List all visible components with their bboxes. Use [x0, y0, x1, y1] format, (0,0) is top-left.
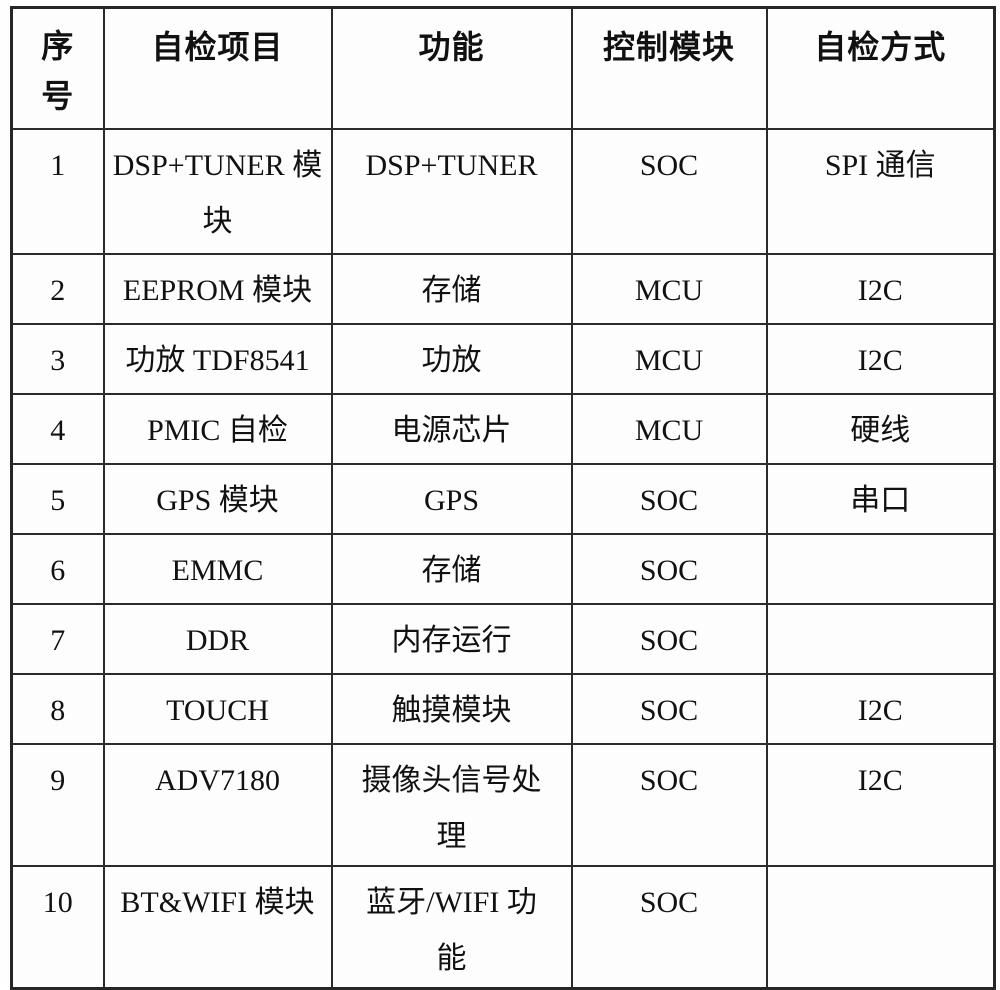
cell-function: DSP+TUNER: [330, 127, 573, 255]
cell-item: GPS 模块: [102, 462, 333, 535]
header-row: 序号 自检项目 功能 控制模块 自检方式: [10, 6, 996, 130]
cell-seq: 5: [10, 462, 105, 535]
cell-seq: 6: [10, 532, 105, 605]
table-row-10: 10 BT&WIFI 模块 蓝牙/WIFI 功能 SOC: [10, 864, 996, 989]
header-label-seq: 序号: [41, 28, 75, 114]
cell-item: DSP+TUNER 模块: [102, 127, 333, 255]
cell-item: ADV7180: [102, 742, 333, 867]
cell-control-module: SOC: [570, 672, 768, 745]
cell-function: 触摸模块: [330, 672, 573, 745]
header-cell-function: 功能: [330, 6, 573, 130]
cell-control-module: MCU: [570, 252, 768, 325]
table-row-4: 4 PMIC 自检 电源芯片 MCU 硬线: [10, 392, 996, 465]
cell-method: I2C: [765, 252, 996, 325]
cell-function-text: 摄像头信号处理: [361, 763, 542, 853]
cell-method: 硬线: [765, 392, 996, 465]
header-label-method: 自检方式: [814, 29, 947, 65]
cell-control-module: SOC: [570, 532, 768, 605]
header-label-item: 自检项目: [151, 29, 284, 65]
cell-control-module: SOC: [570, 864, 768, 989]
cell-seq: 10: [10, 864, 105, 989]
cell-function: 功放: [330, 322, 573, 395]
cell-control-module: MCU: [570, 322, 768, 395]
self-check-table: 序号 自检项目 功能 控制模块 自检方式 1 DSP+TUNER 模块 DSP+…: [10, 6, 996, 990]
header-cell-method: 自检方式: [765, 6, 996, 130]
table-row-3: 3 功放 TDF8541 功放 MCU I2C: [10, 322, 996, 395]
cell-item: EMMC: [102, 532, 333, 605]
cell-function: 蓝牙/WIFI 功能: [330, 864, 573, 989]
cell-method: [765, 602, 996, 675]
table-row-7: 7 DDR 内存运行 SOC: [10, 602, 996, 675]
cell-function: 存储: [330, 252, 573, 325]
header-label-function: 功能: [418, 29, 485, 65]
table-row-8: 8 TOUCH 触摸模块 SOC I2C: [10, 672, 996, 745]
cell-method: [765, 532, 996, 605]
cell-function-text: 蓝牙/WIFI 功能: [366, 885, 537, 975]
cell-seq: 7: [10, 602, 105, 675]
table-row-5: 5 GPS 模块 GPS SOC 串口: [10, 462, 996, 535]
cell-control-module: SOC: [570, 462, 768, 535]
cell-function: 摄像头信号处理: [330, 742, 573, 867]
table-row-9: 9 ADV7180 摄像头信号处理 SOC I2C: [10, 742, 996, 867]
header-cell-item: 自检项目: [102, 6, 333, 130]
cell-method: I2C: [765, 322, 996, 395]
cell-item: DDR: [102, 602, 333, 675]
cell-method: I2C: [765, 742, 996, 867]
cell-item: EEPROM 模块: [102, 252, 333, 325]
cell-control-module: SOC: [570, 602, 768, 675]
header-label-control-module: 控制模块: [602, 29, 735, 65]
cell-function: 电源芯片: [330, 392, 573, 465]
cell-item: BT&WIFI 模块: [102, 864, 333, 989]
cell-seq: 2: [10, 252, 105, 325]
cell-control-module: SOC: [570, 127, 768, 255]
cell-method: I2C: [765, 672, 996, 745]
cell-function: 内存运行: [330, 602, 573, 675]
cell-method: 串口: [765, 462, 996, 535]
cell-control-module: SOC: [570, 742, 768, 867]
table-row-6: 6 EMMC 存储 SOC: [10, 532, 996, 605]
cell-seq: 9: [10, 742, 105, 867]
cell-seq: 1: [10, 127, 105, 255]
cell-item: TOUCH: [102, 672, 333, 745]
cell-method: SPI 通信: [765, 127, 996, 255]
cell-seq: 3: [10, 322, 105, 395]
cell-item: 功放 TDF8541: [102, 322, 333, 395]
header-cell-seq: 序号: [10, 6, 105, 130]
cell-function: 存储: [330, 532, 573, 605]
table-row-2: 2 EEPROM 模块 存储 MCU I2C: [10, 252, 996, 325]
header-cell-control-module: 控制模块: [570, 6, 768, 130]
cell-item-text: DSP+TUNER 模块: [112, 148, 323, 238]
cell-function: GPS: [330, 462, 573, 535]
cell-seq: 8: [10, 672, 105, 745]
cell-control-module: MCU: [570, 392, 768, 465]
cell-method: [765, 864, 996, 989]
table-row-1: 1 DSP+TUNER 模块 DSP+TUNER SOC SPI 通信: [10, 127, 996, 255]
cell-seq: 4: [10, 392, 105, 465]
cell-item: PMIC 自检: [102, 392, 333, 465]
